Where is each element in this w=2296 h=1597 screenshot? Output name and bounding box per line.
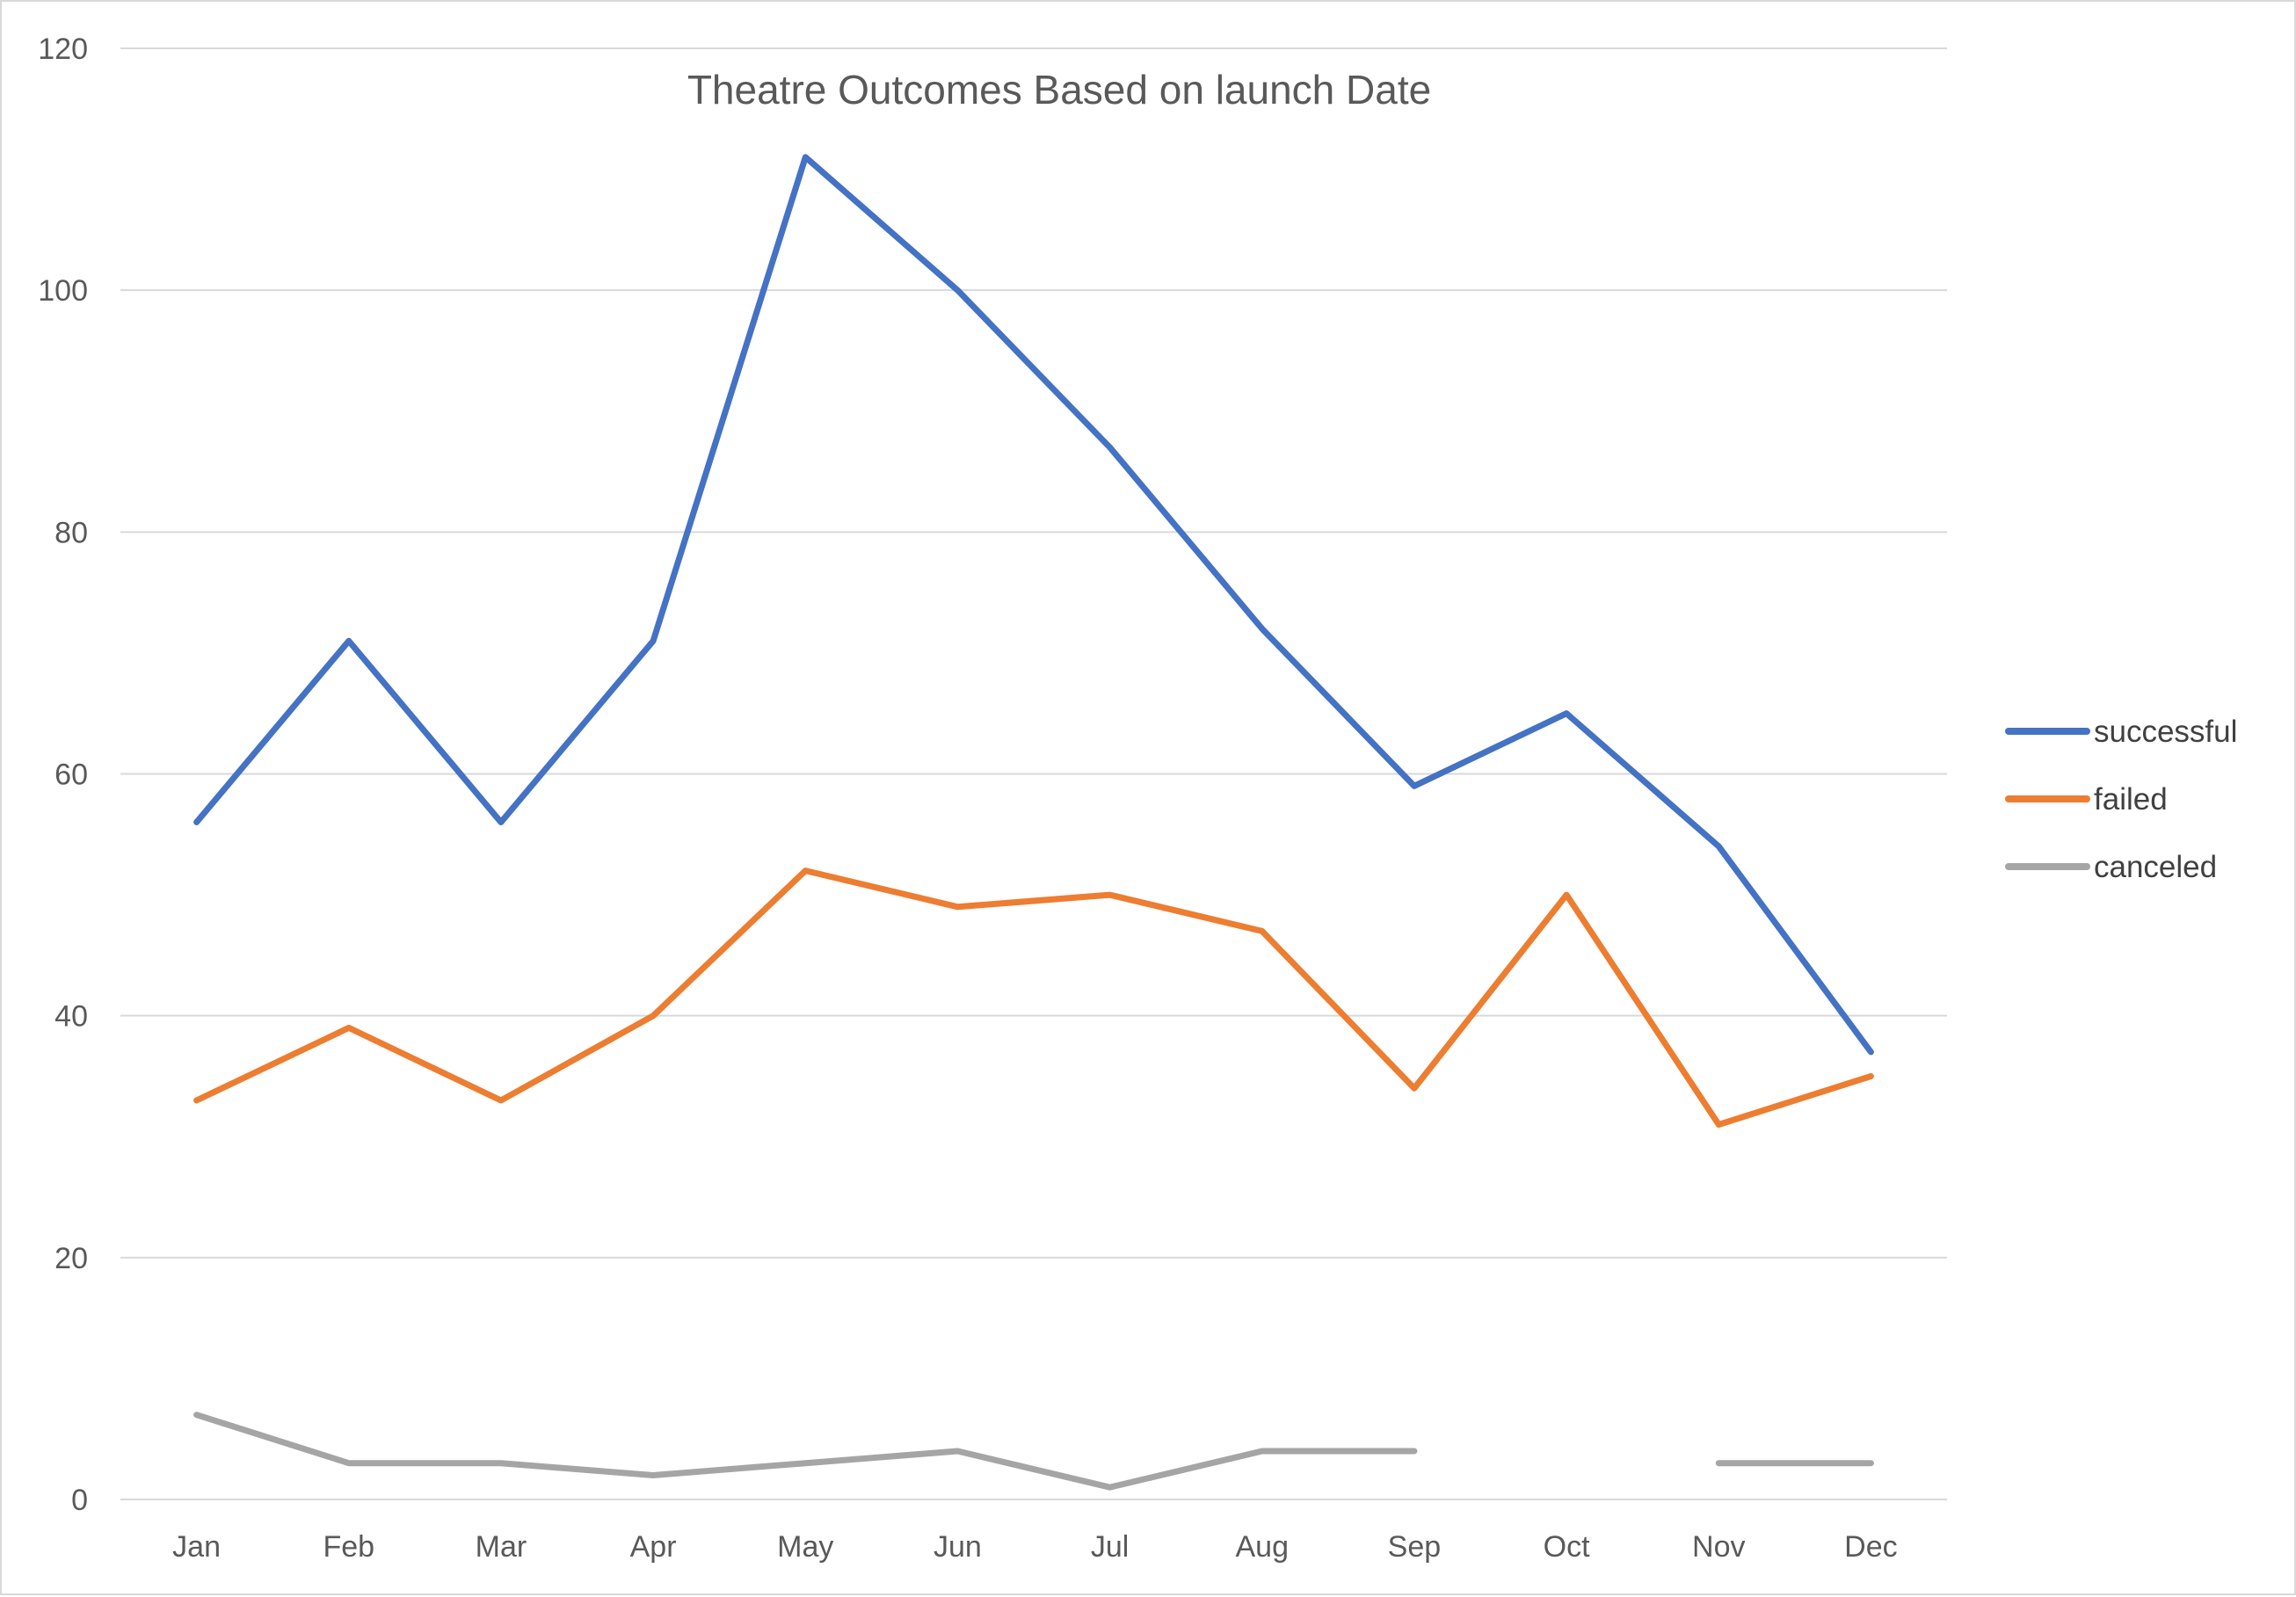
y-tick-label: 60: [54, 759, 88, 792]
x-tick-label: Nov: [1692, 1530, 1745, 1564]
series-line-canceled: [193, 1412, 1418, 1491]
series-line-failed: [193, 867, 1874, 1128]
y-tick-label: 20: [54, 1242, 88, 1275]
y-tick-label: 120: [38, 33, 88, 66]
y-tick-label: 0: [71, 1484, 88, 1517]
axes: 0 20 40 60 80 100 120 Jan Feb Mar Apr May Jun Jul Aug S…: [38, 33, 1947, 1564]
x-tick-label: Apr: [630, 1530, 677, 1564]
series-successful: [193, 154, 1874, 1056]
series-canceled: [193, 1412, 1874, 1491]
chart-title: Theatre Outcomes Based on launch Date: [687, 67, 1431, 113]
x-tick-label: Mar: [476, 1530, 527, 1564]
x-tick-label: Jul: [1091, 1530, 1129, 1564]
legend-label: canceled: [2094, 850, 2217, 884]
series-lines: [193, 154, 1874, 1491]
y-tick-label: 80: [54, 516, 88, 549]
x-tick-label: Jan: [172, 1530, 221, 1564]
gridlines: [120, 47, 1947, 1500]
x-tick-label: Aug: [1236, 1530, 1290, 1564]
legend-item-successful: successful: [2005, 715, 2237, 749]
x-tick-label: Jun: [934, 1530, 982, 1564]
y-tick-label: 40: [54, 1000, 88, 1034]
y-tick-label: 100: [38, 274, 88, 308]
legend-label: successful: [2094, 715, 2237, 749]
legend: successful failed canceled: [2005, 715, 2237, 884]
series-line-successful: [193, 154, 1874, 1056]
legend-item-failed: failed: [2005, 782, 2168, 817]
x-tick-label: Oct: [1544, 1530, 1590, 1564]
x-tick-label: Dec: [1844, 1530, 1897, 1564]
x-tick-label: Feb: [323, 1530, 374, 1564]
x-tick-label: May: [777, 1530, 833, 1564]
x-tick-label: Sep: [1388, 1530, 1442, 1564]
legend-label: failed: [2094, 782, 2168, 817]
series-failed: [193, 867, 1874, 1128]
legend-item-canceled: canceled: [2005, 850, 2217, 884]
